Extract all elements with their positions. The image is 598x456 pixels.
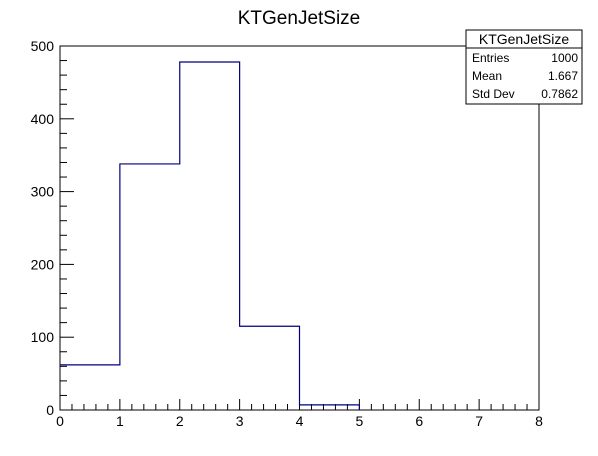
x-tick-label: 2 — [176, 413, 184, 429]
x-tick-label: 5 — [355, 413, 363, 429]
histogram-line — [60, 61, 360, 410]
stats-stddev-value: 0.7862 — [541, 87, 578, 101]
stats-box-frame — [465, 29, 583, 105]
y-tick-label: 100 — [31, 329, 55, 345]
stats-box: KTGenJetSize Entries 1000 Mean 1.667 Std… — [465, 29, 583, 105]
x-axis: 0 1 2 3 4 5 6 7 8 — [56, 399, 543, 429]
x-tick-label: 3 — [236, 413, 244, 429]
y-tick-label: 200 — [31, 256, 55, 272]
y-tick-label: 0 — [46, 402, 54, 418]
chart-title: KTGenJetSize — [238, 8, 361, 29]
x-tick-label: 0 — [56, 413, 64, 429]
y-axis: 0 100 200 300 400 500 — [31, 38, 74, 418]
x-tick-label: 1 — [116, 413, 124, 429]
x-tick-label: 4 — [296, 413, 304, 429]
stats-mean-label: Mean — [472, 69, 502, 83]
y-tick-label: 400 — [31, 111, 55, 127]
stats-mean-value: 1.667 — [548, 69, 578, 83]
x-tick-label: 7 — [475, 413, 483, 429]
x-tick-label: 6 — [415, 413, 423, 429]
y-tick-label: 500 — [31, 38, 55, 54]
stats-entries-label: Entries — [472, 51, 509, 65]
stats-entries-value: 1000 — [551, 51, 578, 65]
stats-stddev-label: Std Dev — [472, 87, 515, 101]
x-tick-label: 8 — [535, 413, 543, 429]
stats-box-title: KTGenJetSize — [479, 31, 569, 47]
y-tick-label: 300 — [31, 184, 55, 200]
